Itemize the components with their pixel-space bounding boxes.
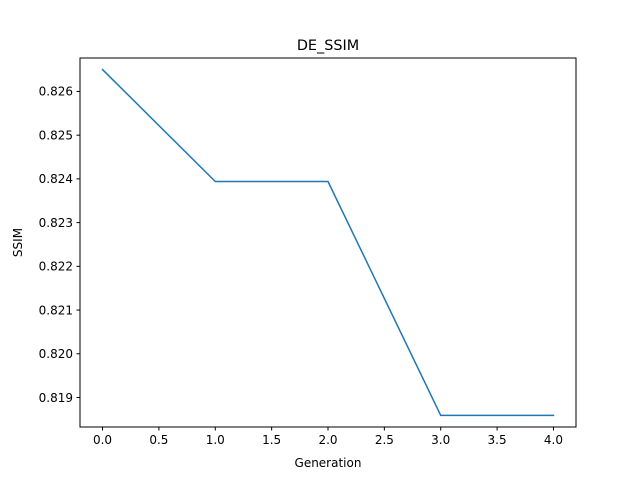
x-tick-label: 3.5	[488, 433, 507, 447]
y-tick-label: 0.819	[39, 391, 73, 405]
x-tick-label: 0.5	[149, 433, 168, 447]
y-tick-label: 0.821	[39, 303, 73, 317]
x-tick-label: 0.0	[93, 433, 112, 447]
x-axis: 0.0 0.5 1.0 1.5 2.0 2.5 3.0 3.5 4.0	[93, 427, 563, 447]
x-tick-label: 4.0	[544, 433, 563, 447]
plot-area: 0.0 0.5 1.0 1.5 2.0 2.5 3.0 3.5 4.0 0.8190.8200.…	[39, 57, 577, 447]
x-tick-label: 1.0	[206, 433, 225, 447]
y-tick-label: 0.823	[39, 216, 73, 230]
series-layer	[101, 68, 555, 417]
chart-title: DE_SSIM	[297, 38, 359, 54]
x-tick-label: 2.0	[318, 433, 337, 447]
x-tick-label: 3.0	[431, 433, 450, 447]
axes-frame	[79, 57, 577, 428]
x-axis-label: Generation	[295, 456, 362, 470]
y-axis: 0.819 0.820 0.821 0.822 0.823 0.824 0.825 0.826	[39, 85, 80, 405]
y-tick-label: 0.822	[39, 260, 73, 274]
y-tick-label: 0.826	[39, 85, 73, 99]
x-tick-label: 1.5	[262, 433, 281, 447]
y-tick-label: 0.825	[39, 128, 73, 142]
y-tick-label: 0.824	[39, 172, 73, 186]
x-tick-label: 2.5	[375, 433, 394, 447]
series-line	[101, 68, 555, 417]
y-tick-label: 0.820	[39, 347, 73, 361]
y-axis-label: SSIM	[11, 228, 25, 257]
